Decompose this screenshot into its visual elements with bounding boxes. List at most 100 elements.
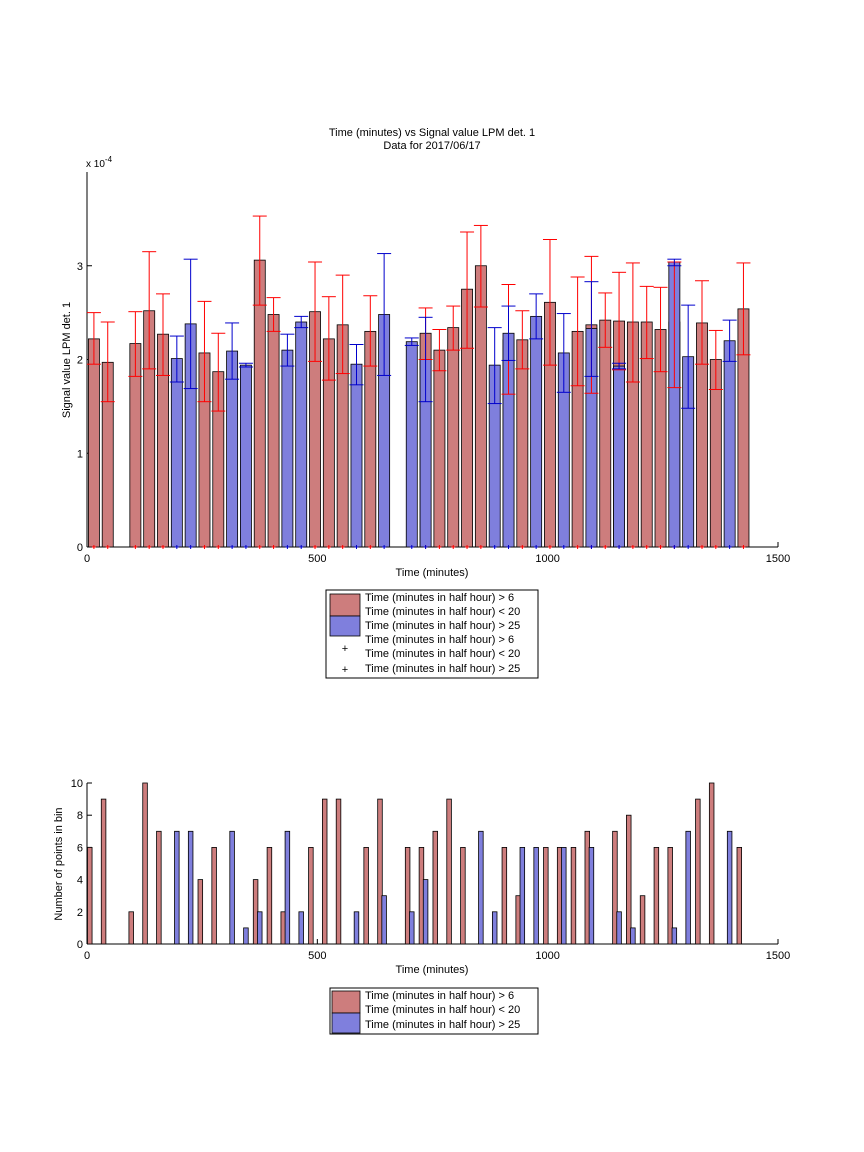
chart2-y-tick-label: 2: [77, 907, 83, 919]
chart1-x-tick-label: 1500: [766, 553, 790, 565]
chart1-bar-blue: [226, 350, 239, 548]
chart2-bar-red: [653, 847, 660, 945]
chart2-bar-red: [612, 830, 618, 945]
chart1-bar-red: [516, 339, 529, 548]
chart2-bar-red: [87, 847, 93, 945]
chart2-bar-blue: [478, 830, 484, 945]
chart2-bar-red: [377, 798, 383, 945]
chart2-x-tick-label: 1000: [535, 950, 559, 962]
chart2-bar-blue: [229, 830, 235, 945]
chart2-legend-box: [329, 987, 539, 1035]
chart1-bar-red: [267, 314, 280, 548]
chart1-bar-red: [447, 327, 460, 548]
chart2-bar-blue: [533, 847, 539, 945]
legend1-entry2-line1: Time (minutes in half hour) > 25: [365, 620, 520, 632]
chart1-exponent-label: x 10-4: [86, 155, 113, 170]
chart2-bar-red: [100, 798, 107, 945]
chart2-bar-red: [211, 847, 217, 945]
chart2-bar-blue: [561, 847, 567, 945]
legend1-entry3-line2: Time (minutes in half hour) < 20: [365, 648, 520, 660]
chart2-bar-red: [322, 798, 328, 945]
chart2-bar-red: [404, 847, 411, 945]
chart1-legend-box: [325, 589, 539, 679]
legend2-entry2-line1: Time (minutes in half hour) > 25: [365, 1019, 520, 1031]
chart1-bar-red: [474, 265, 487, 548]
chart2-bar-red: [432, 830, 438, 945]
chart2-bar-red: [308, 847, 314, 945]
chart1-bar-red: [599, 319, 612, 548]
legend1-entry1-line2: Time (minutes in half hour) < 20: [365, 606, 520, 618]
chart2-bar-blue: [491, 911, 498, 945]
chart2-y-tick-label: 6: [77, 842, 83, 854]
chart2-bar-red: [570, 847, 577, 945]
chart2-bar-red: [626, 814, 632, 945]
chart1-x-axis-label: Time (minutes): [396, 567, 469, 579]
chart1-bar-blue: [723, 340, 736, 548]
chart1-bar-blue: [170, 358, 183, 548]
chart2-x-tick-label: 0: [84, 950, 90, 962]
chart2-bar-red: [142, 782, 148, 945]
chart1-subtitle: Data for 2017/06/17: [383, 140, 480, 152]
chart2-bar-blue: [409, 911, 415, 945]
chart1-bar-red: [87, 338, 100, 548]
chart2-bar-red: [639, 895, 646, 945]
chart2-bar-red: [156, 830, 162, 945]
chart2-bar-blue: [422, 879, 429, 945]
chart1-bar-blue: [613, 365, 625, 548]
legend1-entry1-line1: Time (minutes in half hour) > 6: [365, 592, 514, 604]
chart2-plot-area: 0 500 1000 1500 0 2 4 6 8 10: [71, 778, 790, 962]
chart1-x-tick-label: 0: [84, 553, 90, 565]
chart1-bar-red: [433, 349, 446, 548]
chart2-bar-red: [695, 798, 701, 945]
chart2-bar-blue: [616, 911, 622, 945]
legend1-entry4-line1: Time (minutes in half hour) > 25: [365, 663, 520, 675]
chart1-x-tick-label: 1000: [535, 553, 559, 565]
chart2-bar-blue: [726, 830, 733, 945]
chart2-bar-red: [128, 911, 134, 945]
chart1-y-tick-label: 3: [77, 261, 83, 273]
chart1-bar-blue: [295, 321, 308, 548]
chart2-bar-blue: [671, 927, 678, 945]
chart2-bar-blue: [588, 847, 595, 945]
chart2-y-axis-label: Number of points in bin: [53, 807, 65, 920]
chart2-y-tick-label: 4: [77, 875, 83, 887]
chart2-bar-blue: [353, 911, 360, 945]
chart1-title: Time (minutes) vs Signal value LPM det. …: [329, 127, 535, 139]
chart1-y-tick-label: 0: [77, 542, 83, 554]
chart2-bar-blue: [630, 927, 636, 945]
chart1-y-tick-label: 2: [77, 355, 83, 367]
chart2-bar-blue: [381, 895, 387, 945]
chart1-bar-blue: [240, 364, 252, 548]
chart2-bar-red: [363, 847, 369, 945]
chart2-bar-blue: [284, 830, 291, 945]
chart1-bar-blue: [530, 315, 543, 548]
chart2-bar-blue: [257, 911, 263, 945]
chart1-legend: + + Time (minutes in half hour) > 6 Time…: [325, 589, 539, 679]
chart1-x-tick-label: 500: [308, 553, 326, 565]
chart1-y-axis-label: Signal value LPM det. 1: [61, 302, 73, 418]
chart1-bar-blue: [350, 363, 363, 548]
chart2-bar-blue: [519, 847, 526, 945]
chart2-y-tick-label: 8: [77, 810, 83, 822]
legend2-red-patch: [331, 990, 361, 1014]
chart2-bar-blue: [243, 927, 249, 945]
chart2-bar-red: [708, 782, 715, 945]
legend2-entry1-line2: Time (minutes in half hour) < 20: [365, 1004, 520, 1016]
chart1-bar-blue: [281, 349, 294, 548]
legend-blue-patch: [329, 615, 361, 637]
chart2-bar-red: [736, 847, 743, 945]
chart2-bar-red: [266, 847, 273, 945]
chart2-bar-red: [501, 847, 508, 945]
chart2-bar-blue: [174, 830, 180, 945]
legend-red-plus-marker: +: [342, 643, 348, 655]
legend-red-patch: [329, 593, 361, 617]
chart2-bar-blue: [187, 830, 194, 945]
chart2-y-tick-label: 0: [77, 939, 83, 951]
chart2-bar-blue: [685, 830, 691, 945]
chart2-bar-red: [667, 847, 673, 945]
chart2-x-axis-label: Time (minutes): [396, 964, 469, 976]
legend2-blue-patch: [331, 1012, 361, 1034]
chart1-exponent-power: -4: [105, 155, 113, 164]
chart1-bar-blue: [405, 341, 418, 548]
